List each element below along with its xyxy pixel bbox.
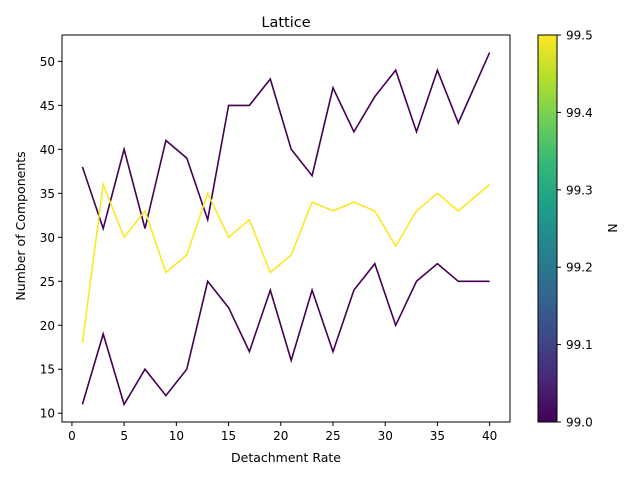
colorbar-tick-label: 99.0 bbox=[566, 416, 593, 430]
y-tick-label: 50 bbox=[40, 55, 55, 69]
colorbar-tick-label: 99.3 bbox=[566, 183, 593, 197]
x-tick-label: 40 bbox=[482, 429, 497, 443]
x-tick-label: 30 bbox=[378, 429, 393, 443]
colorbar-tick-label: 99.4 bbox=[566, 106, 593, 120]
colorbar-tick-label: 99.2 bbox=[566, 261, 593, 275]
x-tick-label: 25 bbox=[325, 429, 340, 443]
y-tick-label: 10 bbox=[40, 407, 55, 421]
colorbar-gradient bbox=[537, 34, 558, 423]
series-line-2 bbox=[81, 181, 491, 343]
colorbar: 99.0 99.1 99.2 99.3 99.4 99.5 bbox=[537, 29, 593, 430]
x-tick-label: 20 bbox=[273, 429, 288, 443]
x-tick-label: 35 bbox=[430, 429, 445, 443]
chart-title: Lattice bbox=[261, 15, 310, 31]
x-tick-label: 0 bbox=[68, 429, 76, 443]
series-line-3 bbox=[81, 262, 490, 407]
y-tick-label: 35 bbox=[40, 187, 55, 201]
plot-frame bbox=[61, 34, 511, 423]
x-axis-ticks: 0 5 10 15 20 25 30 35 40 bbox=[68, 422, 497, 443]
plot-area bbox=[61, 34, 511, 423]
y-tick-label: 25 bbox=[40, 275, 55, 289]
y-tick-label: 15 bbox=[40, 363, 55, 377]
colorbar-tick-label: 99.1 bbox=[566, 338, 593, 352]
colorbar-label: N bbox=[605, 223, 620, 232]
x-axis-label: Detachment Rate bbox=[231, 450, 341, 465]
x-tick-label: 15 bbox=[221, 429, 236, 443]
x-tick-label: 10 bbox=[169, 429, 184, 443]
y-tick-label: 30 bbox=[40, 231, 55, 245]
y-axis-ticks: 10 15 20 25 30 35 40 45 50 bbox=[40, 55, 62, 421]
y-axis-label: Number of Components bbox=[13, 151, 28, 300]
series-line-1 bbox=[81, 52, 491, 232]
y-tick-label: 20 bbox=[40, 319, 55, 333]
y-tick-label: 40 bbox=[40, 143, 55, 157]
y-tick-label: 45 bbox=[40, 99, 55, 113]
x-tick-label: 5 bbox=[120, 429, 128, 443]
colorbar-tick-label: 99.5 bbox=[566, 29, 593, 43]
